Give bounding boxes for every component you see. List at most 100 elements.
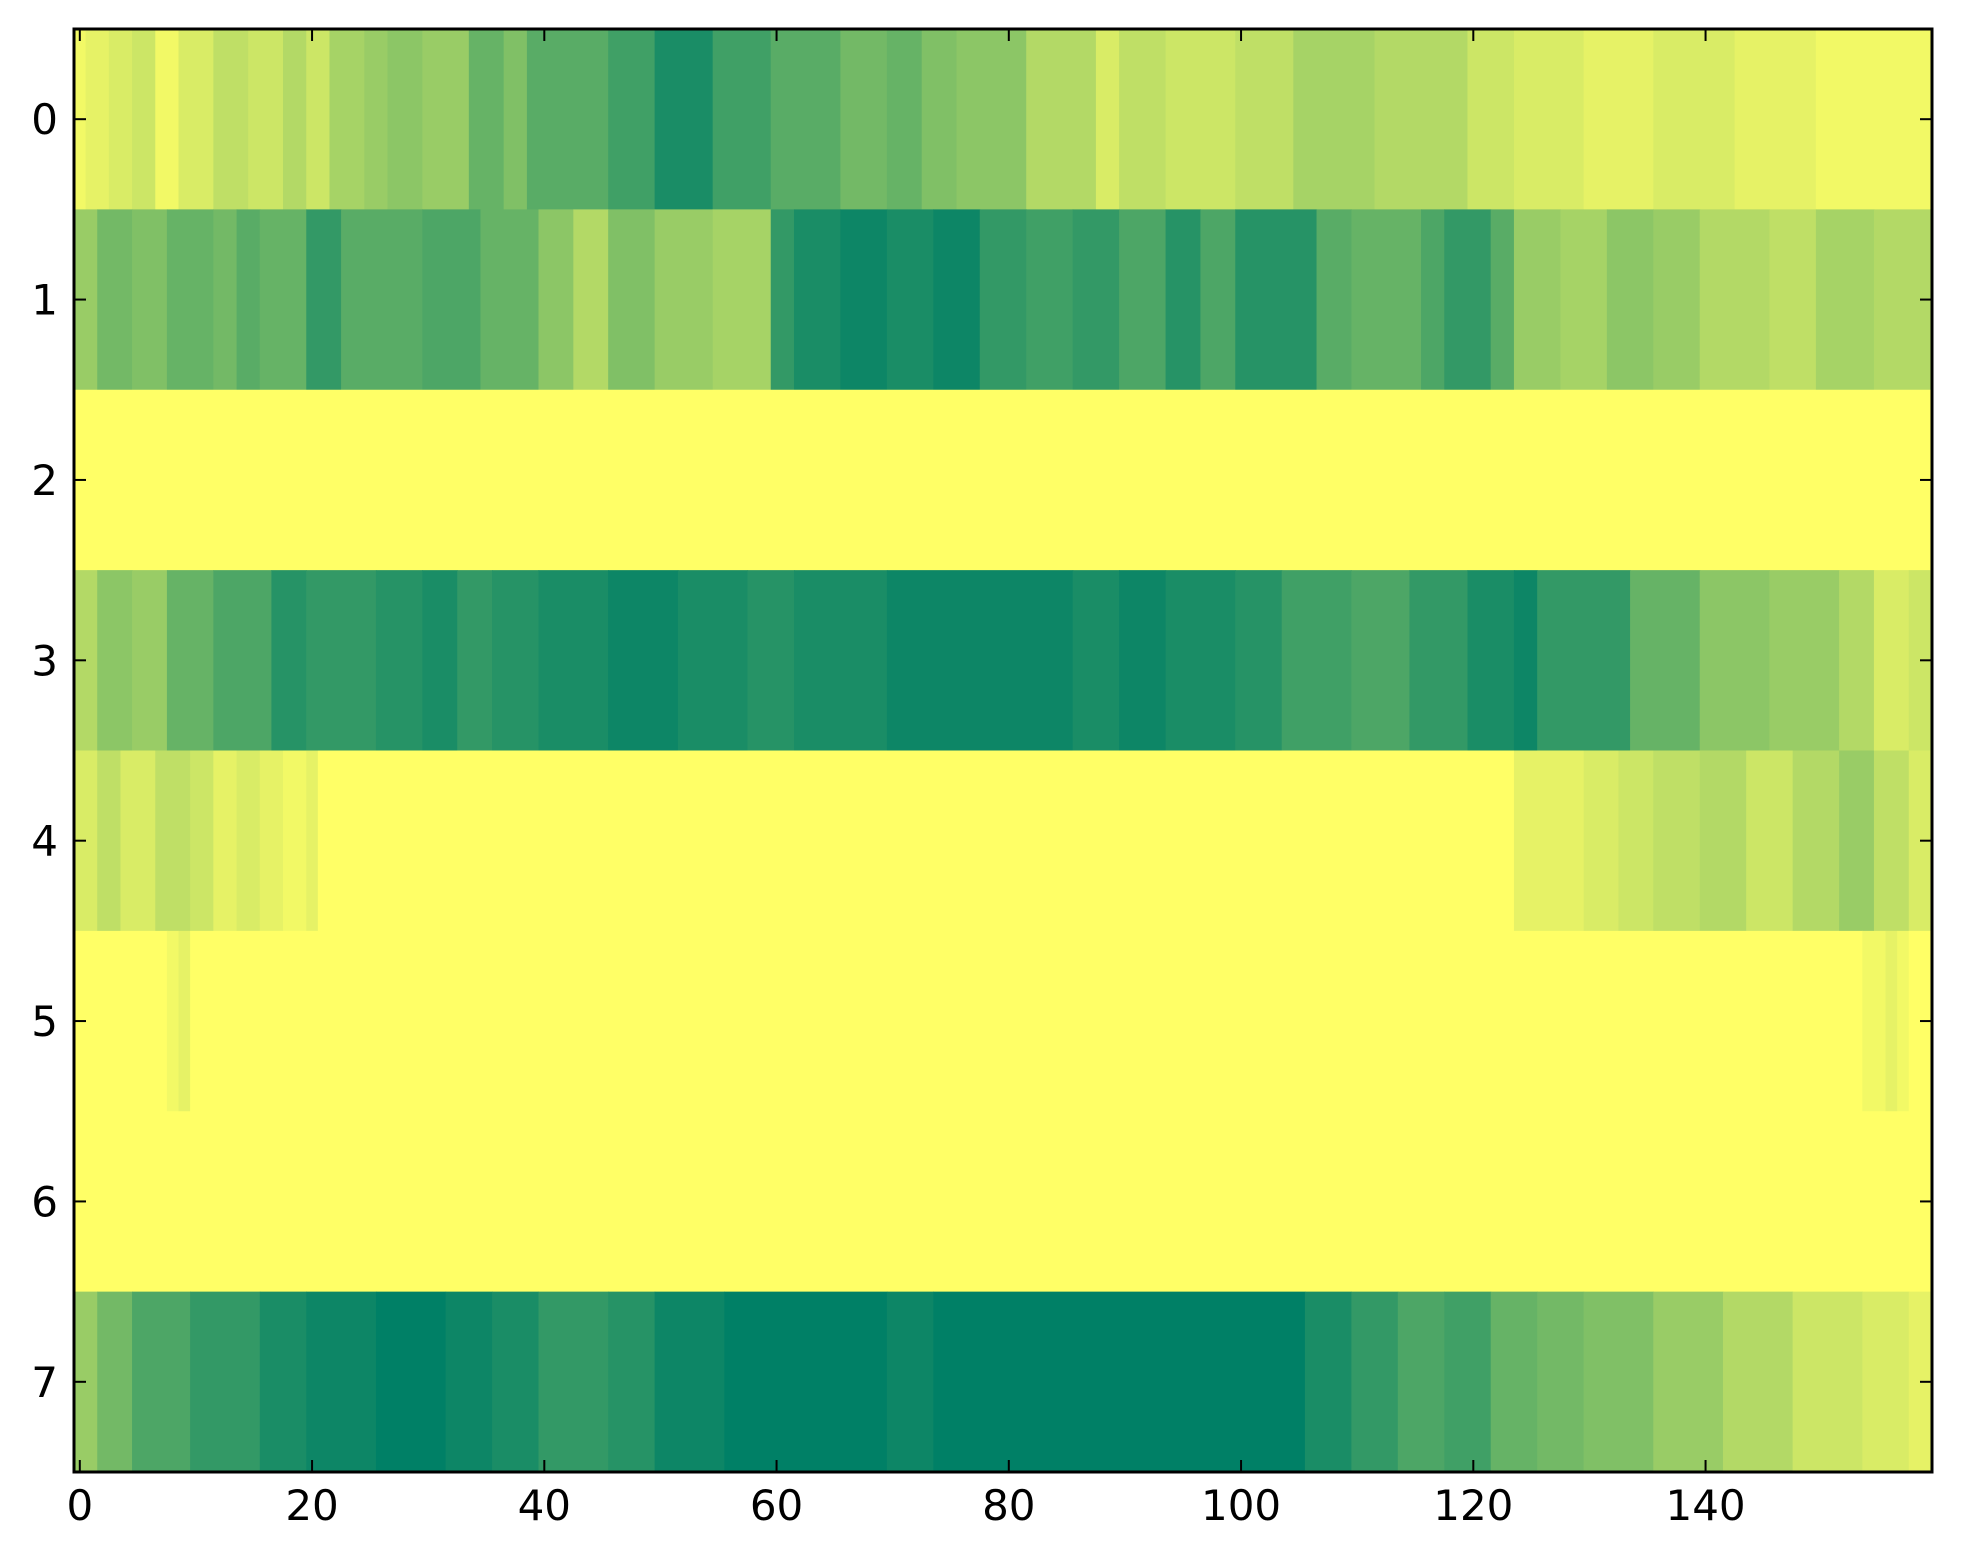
heatmap-cell-row-0 bbox=[921, 29, 958, 210]
heatmap-cell-row-3 bbox=[166, 570, 214, 752]
heatmap-cell-row-7 bbox=[375, 1291, 447, 1473]
heatmap-cell-row-4 bbox=[120, 750, 156, 932]
heatmap-cell-row-3 bbox=[793, 570, 888, 752]
heatmap-cell-row-0 bbox=[178, 29, 214, 210]
heatmap-cell-row-2 bbox=[74, 389, 1933, 571]
heatmap-cell-row-1 bbox=[259, 209, 307, 391]
heatmap-cell-row-3 bbox=[1281, 570, 1352, 752]
heatmap-cell-row-3 bbox=[457, 570, 493, 752]
heatmap-cell-row-3 bbox=[422, 570, 458, 752]
x-tick-label: 100 bbox=[1201, 1481, 1281, 1530]
heatmap-cell-row-0 bbox=[1583, 29, 1654, 210]
y-tick-label: 5 bbox=[31, 997, 58, 1046]
y-tick-label: 3 bbox=[31, 636, 58, 685]
heatmap-cell-row-0 bbox=[1293, 29, 1376, 210]
heatmap-cell-row-4 bbox=[259, 750, 284, 932]
heatmap-cell-row-1 bbox=[1444, 209, 1492, 391]
heatmap-cell-row-1 bbox=[1316, 209, 1352, 391]
heatmap-cell-row-1 bbox=[1026, 209, 1074, 391]
heatmap-cell-row-0 bbox=[422, 29, 470, 210]
heatmap-cell-row-0 bbox=[306, 29, 331, 210]
heatmap-cell-row-4 bbox=[1513, 750, 1585, 932]
heatmap-cell-row-0 bbox=[503, 29, 528, 210]
heatmap-cell-row-4 bbox=[1873, 750, 1910, 932]
heatmap-cell-row-1 bbox=[608, 209, 656, 391]
heatmap-cell-row-0 bbox=[1095, 29, 1120, 210]
heatmap-cell-row-1 bbox=[886, 209, 934, 391]
heatmap-cell-row-0 bbox=[329, 29, 365, 210]
heatmap-cell-row-1 bbox=[933, 209, 981, 391]
heatmap-cell-row-1 bbox=[1072, 209, 1120, 391]
heatmap-cell-row-1 bbox=[166, 209, 214, 391]
x-tick-label: 140 bbox=[1665, 1481, 1745, 1530]
x-tick-label: 80 bbox=[982, 1481, 1035, 1530]
heatmap-cell-row-4 bbox=[317, 750, 1515, 932]
heatmap-cell-row-7 bbox=[1537, 1291, 1585, 1473]
heatmap-cell-row-4 bbox=[1699, 750, 1747, 932]
y-tick-label: 0 bbox=[31, 95, 58, 144]
heatmap-cell-row-5 bbox=[178, 930, 191, 1112]
heatmap-cell-row-3 bbox=[1467, 570, 1515, 752]
heatmap-cell-row-4 bbox=[190, 750, 214, 932]
heatmap-cell-row-7 bbox=[1351, 1291, 1399, 1473]
heatmap-cell-row-1 bbox=[1606, 209, 1654, 391]
heatmap-cell-row-1 bbox=[1200, 209, 1236, 391]
heatmap-cell-row-4 bbox=[1792, 750, 1840, 932]
heatmap-cell-row-1 bbox=[97, 209, 133, 391]
heatmap-cell-row-3 bbox=[1873, 570, 1910, 752]
heatmap-cell-row-7 bbox=[1444, 1291, 1492, 1473]
heatmap-cell-row-0 bbox=[1734, 29, 1817, 210]
heatmap-cell-row-3 bbox=[1072, 570, 1120, 752]
heatmap-cell-row-1 bbox=[573, 209, 609, 391]
x-tick-label: 120 bbox=[1433, 1481, 1513, 1530]
heatmap-cell-row-7 bbox=[190, 1291, 261, 1473]
heatmap-cell-row-7 bbox=[608, 1291, 656, 1473]
heatmap-cell-row-0 bbox=[956, 29, 1027, 210]
heatmap-cell-row-1 bbox=[1421, 209, 1445, 391]
heatmap-cell-row-0 bbox=[1119, 29, 1167, 210]
heatmap-cell-row-7 bbox=[1583, 1291, 1654, 1473]
heatmap-cell-row-1 bbox=[1165, 209, 1202, 391]
heatmap-cell-row-1 bbox=[1653, 209, 1701, 391]
heatmap-cell-row-7 bbox=[1397, 1291, 1445, 1473]
heatmap-cell-row-0 bbox=[1513, 29, 1585, 210]
x-axis-ticks: 0 20 40 60 80 100 120 140 bbox=[66, 29, 1746, 1530]
heatmap-cell-row-1 bbox=[1560, 209, 1608, 391]
heatmap-cell-row-4 bbox=[213, 750, 238, 932]
heatmap-cell-row-3 bbox=[1235, 570, 1283, 752]
heatmap-cell-row-4 bbox=[1618, 750, 1654, 932]
heatmap-cell-row-3 bbox=[375, 570, 423, 752]
heatmap-cell-row-7 bbox=[259, 1291, 307, 1473]
heatmap-cell-row-7 bbox=[445, 1291, 493, 1473]
heatmap-cell-row-1 bbox=[1699, 209, 1771, 391]
heatmap-cell-row-7 bbox=[97, 1291, 133, 1473]
heatmap-cell-row-3 bbox=[1119, 570, 1167, 752]
heatmap-cell-row-1 bbox=[1513, 209, 1561, 391]
heatmap-cell-row-3 bbox=[1513, 570, 1538, 752]
heatmap-cell-row-1 bbox=[422, 209, 482, 391]
heatmap-cell-row-1 bbox=[1351, 209, 1422, 391]
x-tick-label: 60 bbox=[750, 1481, 803, 1530]
heatmap-cell-row-3 bbox=[538, 570, 609, 752]
heatmap-cell-row-0 bbox=[886, 29, 923, 210]
heatmap-cell-row-0 bbox=[132, 29, 156, 210]
heatmap-cell-row-0 bbox=[387, 29, 423, 210]
heatmap-cell-row-1 bbox=[979, 209, 1027, 391]
heatmap-cell-row-3 bbox=[306, 570, 377, 752]
y-tick-label: 4 bbox=[31, 817, 58, 866]
y-axis-ticks: 0 1 2 3 4 5 6 7 bbox=[31, 95, 1932, 1407]
heatmap-cell-row-1 bbox=[793, 209, 842, 391]
heatmap-cell-row-5 bbox=[190, 930, 1863, 1112]
heatmap-cell-row-0 bbox=[840, 29, 888, 210]
heatmap-cell-row-7 bbox=[1304, 1291, 1352, 1473]
heatmap-cell-row-1 bbox=[770, 209, 795, 391]
heatmap-cell-row-0 bbox=[1026, 29, 1097, 210]
heatmap-cell-row-7 bbox=[1653, 1291, 1724, 1473]
heatmap-cell-row-3 bbox=[97, 570, 133, 752]
x-tick-label: 0 bbox=[66, 1481, 93, 1530]
heatmap-cell-row-1 bbox=[538, 209, 574, 391]
heatmap-cell-row-0 bbox=[85, 29, 110, 210]
heatmap-cell-row-3 bbox=[747, 570, 795, 752]
heatmap-cell-row-3 bbox=[886, 570, 1074, 752]
heatmap-cell-row-1 bbox=[341, 209, 423, 391]
